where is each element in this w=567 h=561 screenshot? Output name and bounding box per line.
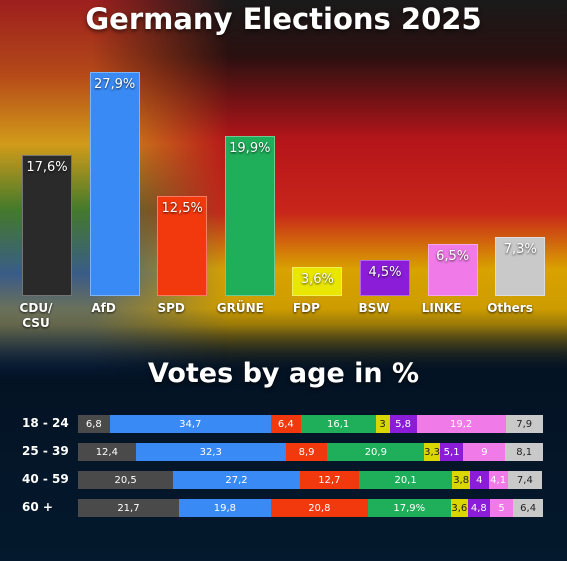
bar-segment: 16,1 — [300, 415, 376, 433]
bar — [360, 259, 410, 296]
bar — [224, 136, 275, 296]
bar-segment: 20,8 — [270, 499, 368, 517]
x-tick-label: AfD — [91, 301, 116, 315]
bar — [427, 243, 478, 296]
bar-segment: 27,2 — [173, 471, 300, 489]
value-label: 19,9% — [229, 141, 271, 157]
value-label: 6,5% — [436, 248, 470, 264]
bar-segment: 3 — [375, 415, 390, 433]
bar — [89, 71, 140, 296]
x-tick-label: LINKE — [421, 301, 462, 315]
bar — [495, 237, 546, 296]
bar — [157, 195, 208, 296]
x-tick-label: CDU/ CSU — [19, 301, 53, 330]
bar-segment: 20,9 — [327, 443, 425, 461]
bar-segment: 8,9 — [285, 443, 328, 461]
x-tick-label: GRÜNE — [216, 301, 264, 315]
bar-segment: 8,1 — [505, 443, 543, 461]
y-tick-label: 18 - 24 — [22, 416, 69, 430]
chart-title: Votes by age in % — [147, 358, 420, 389]
y-tick-label: 60 + — [22, 500, 53, 514]
y-tick-label: 25 - 39 — [22, 444, 69, 458]
bar — [22, 154, 72, 296]
bar-segment: 9 — [463, 443, 506, 461]
x-tick-label: BSW — [358, 301, 390, 315]
x-tick-label: SPD — [157, 301, 185, 315]
bar-segment: 7,4 — [507, 471, 543, 489]
bar-segment: 21,7 — [78, 499, 179, 517]
bar-segment: 5 — [489, 499, 514, 517]
bar-segment: 3,3 — [424, 443, 440, 461]
chart-title: Germany Elections 2025 — [85, 2, 482, 36]
bar-segment: 4,8 — [467, 499, 490, 517]
bar-segment: 4,1 — [488, 471, 508, 489]
value-label: 27,9% — [93, 76, 136, 92]
bar-segment: 20,1 — [358, 471, 453, 489]
bar-segment: 6,8 — [78, 415, 110, 433]
bar-segment: 17,9% — [367, 499, 451, 517]
bar-segment: 7,9 — [505, 415, 543, 433]
value-label: 12,5% — [161, 200, 203, 216]
bar-segment: 4 — [469, 471, 489, 489]
bar-segment: 6,4 — [270, 415, 301, 433]
bar-segment: 32,3 — [135, 443, 286, 461]
bar-segment: 6,4 — [513, 499, 543, 517]
bar-segment: 3,8 — [452, 471, 470, 489]
bar-segment: 12,7 — [299, 471, 359, 489]
bar — [292, 267, 343, 296]
bar-segment: 5,8 — [389, 415, 417, 433]
value-label: 17,6% — [26, 159, 68, 175]
bar-segment: 12,4 — [78, 443, 136, 461]
bar-segment: 19,2 — [416, 415, 506, 433]
bar-segment: 19,8 — [178, 499, 271, 517]
bar-segment: 34,7 — [109, 415, 271, 433]
bar-segment: 3,6 — [450, 499, 468, 517]
y-tick-label: 40 - 59 — [22, 472, 69, 486]
value-label: 7,3% — [503, 242, 537, 258]
value-label: 4,5% — [368, 264, 402, 280]
x-tick-label: Others — [487, 301, 533, 315]
x-tick-label: FDP — [292, 301, 320, 315]
bar-segment: 5,1 — [439, 443, 464, 461]
bar-segment: 20,5 — [78, 471, 174, 489]
value-label: 3,6% — [300, 272, 334, 288]
